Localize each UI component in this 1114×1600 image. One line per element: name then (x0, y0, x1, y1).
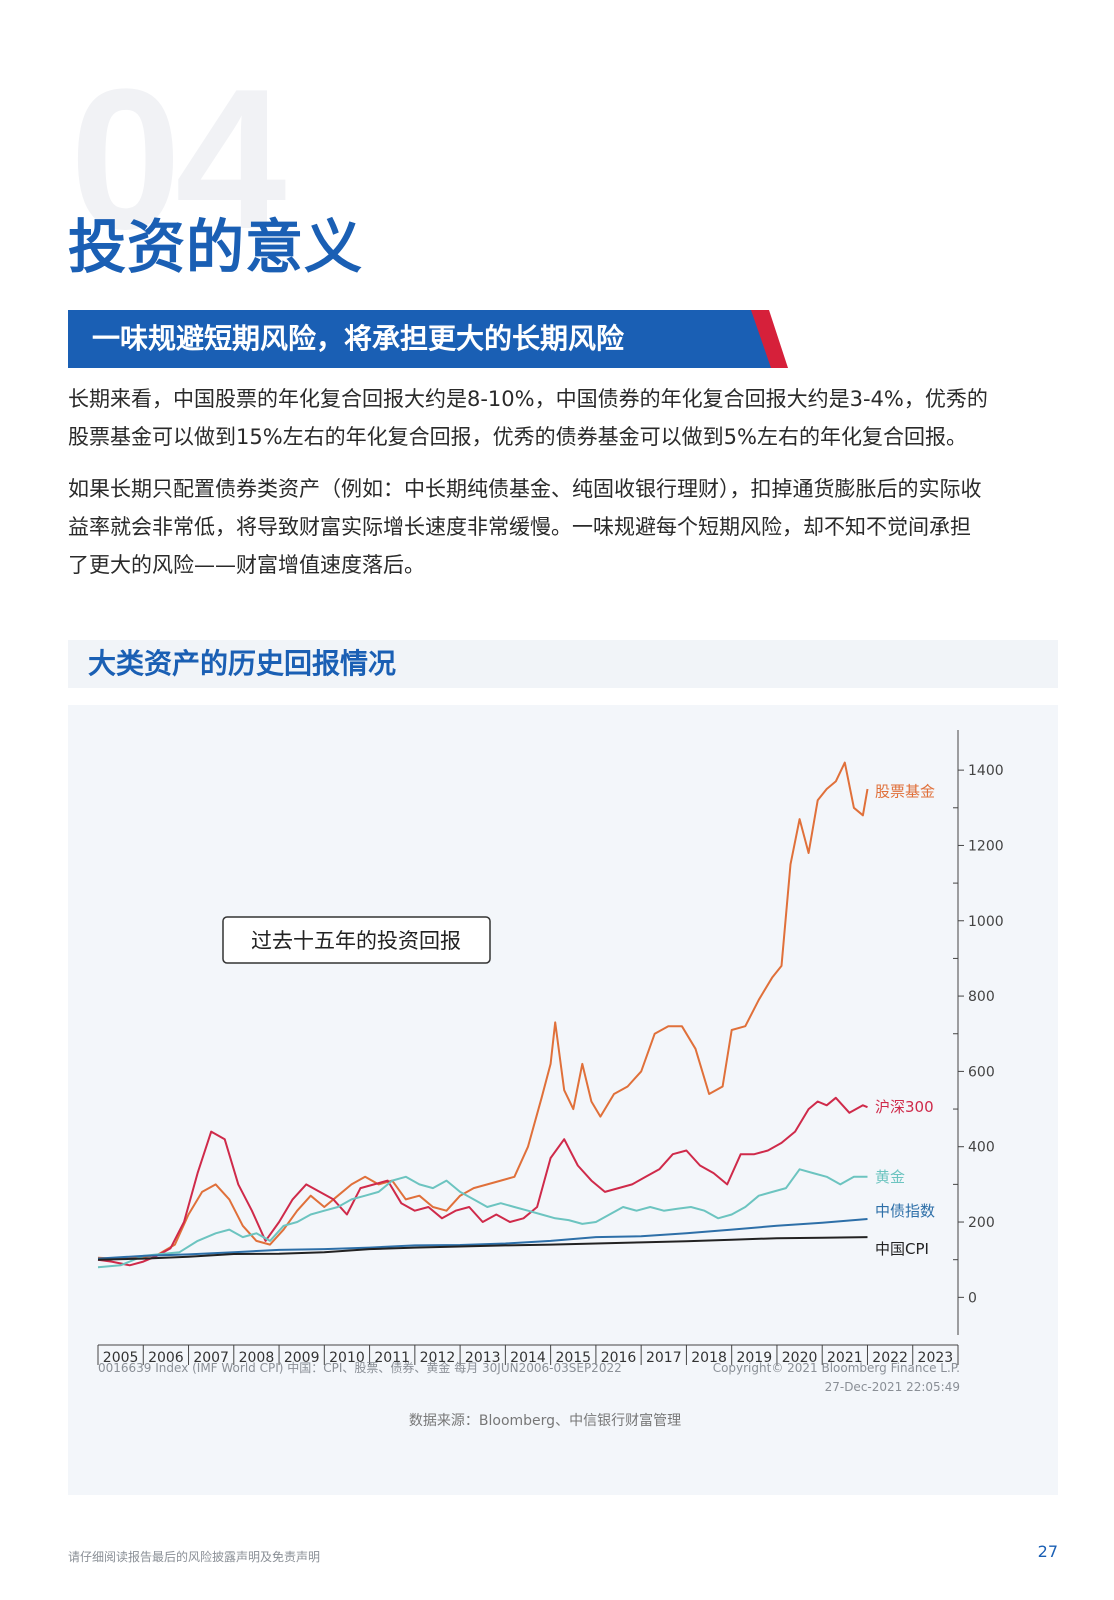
x-tick-label: 2008 (239, 1350, 275, 1366)
page-title: 投资的意义 (68, 213, 364, 281)
annotation-text: 过去十五年的投资回报 (251, 929, 461, 953)
banner-text: 一味规避短期风险，将承担更大的长期风险 (92, 322, 625, 355)
chart-panel: 0 200 400 600 800 1000 1200 1400 2005 2006 2007 200… (68, 705, 1058, 1495)
y-tick-label: 200 (968, 1215, 995, 1231)
x-tick-label: 2009 (284, 1350, 320, 1366)
y-tick-label: 0 (968, 1290, 977, 1306)
y-tick-label: 1400 (968, 763, 1004, 779)
x-tick-label: 2006 (148, 1350, 184, 1366)
y-tick-label: 800 (968, 989, 995, 1005)
paragraph-line: 益率就会非常低，将导致财富实际增长速度非常缓慢。一味规避每个短期风险，却不知不觉… (68, 515, 971, 539)
paragraph-2: 如果长期只配置债券类资产（例如：中长期纯债基金、纯固收银行理财），扣掉通货膨胀后… (68, 470, 1058, 584)
chart-data-source: 数据来源：Bloomberg、中信银行财富管理 (409, 1412, 681, 1429)
y-tick-label: 1200 (968, 838, 1004, 854)
annotation-box (222, 916, 491, 964)
x-tick-label: 2020 (782, 1350, 818, 1366)
series-label: 黄金 (875, 1168, 905, 1186)
series-line-中国CPI (97, 1236, 868, 1261)
x-tick-label: 2023 (918, 1350, 954, 1366)
x-tick-label: 2015 (555, 1350, 591, 1366)
y-tick-label: 1000 (968, 914, 1004, 930)
x-tick-label: 2022 (872, 1350, 908, 1366)
series-label: 中债指数 (875, 1202, 935, 1220)
paragraph-line: 长期来看，中国股票的年化复合回报大约是8-10%，中国债券的年化复合回报大约是3… (68, 387, 988, 411)
x-tick-label: 2017 (646, 1350, 682, 1366)
subhead-text: 大类资产的历史回报情况 (88, 647, 397, 680)
x-tick-label: 2012 (420, 1350, 456, 1366)
chart-timestamp: 27-Dec-2021 22:05:49 (825, 1380, 960, 1394)
footer-disclaimer: 请仔细阅读报告最后的风险披露声明及免责声明 (68, 1550, 321, 1564)
paragraph-line: 了更大的风险——财富增值速度落后。 (68, 553, 425, 577)
chart-subheading: 大类资产的历史回报情况 (68, 640, 1058, 688)
chart-source-left: 0016639 Index (IMF World CPI) 中国：CPI、股票、… (98, 1360, 622, 1375)
x-tick-label: 2014 (510, 1350, 546, 1366)
series-label: 股票基金 (875, 782, 935, 800)
section-number: 04 (70, 48, 286, 271)
section-banner: 一味规避短期风险，将承担更大的长期风险 (68, 310, 788, 368)
series-line-中债指数 (97, 1218, 868, 1260)
x-tick-label: 2019 (736, 1350, 772, 1366)
y-tick-label: 600 (968, 1064, 995, 1080)
x-tick-label: 2021 (827, 1350, 863, 1366)
x-tick-label: 2011 (374, 1350, 410, 1366)
series-line-沪深300 (97, 1096, 868, 1267)
x-tick-label: 2018 (691, 1350, 727, 1366)
y-tick-label: 400 (968, 1140, 995, 1156)
paragraph-1: 长期来看，中国股票的年化复合回报大约是8-10%，中国债券的年化复合回报大约是3… (68, 380, 1058, 456)
x-tick-label: 2013 (465, 1350, 501, 1366)
paragraph-line: 股票基金可以做到15%左右的年化复合回报，优秀的债券基金可以做到5%左右的年化复… (68, 425, 967, 449)
series-label: 中国CPI (875, 1240, 929, 1258)
returns-line-chart: 0 200 400 600 800 1000 1200 1400 2005 2006 2007 200… (97, 730, 1004, 1429)
paragraph-line: 如果长期只配置债券类资产（例如：中长期纯债基金、纯固收银行理财），扣掉通货膨胀后… (68, 477, 982, 501)
x-tick-label: 2010 (329, 1350, 365, 1366)
chart-copyright: Copyright© 2021 Bloomberg Finance L.P. (713, 1361, 960, 1375)
banner-accent (668, 310, 788, 368)
series-line-黄金 (97, 1168, 868, 1269)
series-line-股票基金 (97, 761, 869, 1260)
series-label: 沪深300 (875, 1098, 934, 1116)
x-tick-label: 2007 (193, 1350, 229, 1366)
page-number: 27 (1037, 1542, 1058, 1561)
x-tick-label: 2005 (103, 1350, 139, 1366)
x-tick-label: 2016 (601, 1350, 637, 1366)
